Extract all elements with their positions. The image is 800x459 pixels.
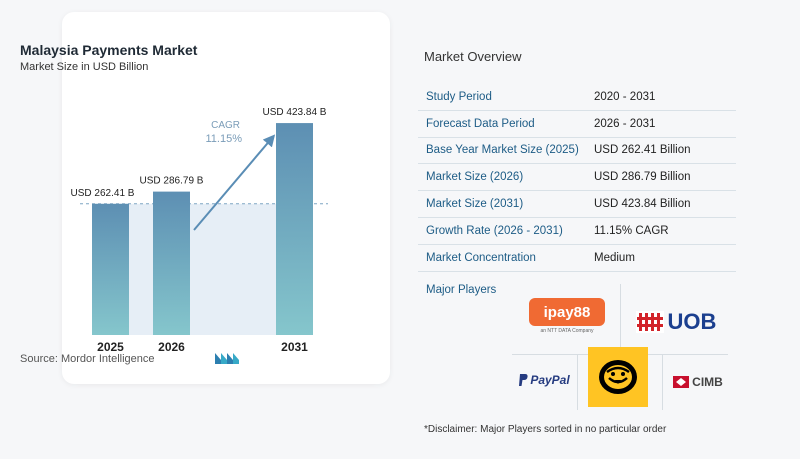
table-row: Study Period 2020 - 2031	[418, 84, 736, 111]
table-row: Market Size (2031) USD 423.84 Billion	[418, 191, 736, 218]
row-value: USD 286.79 Billion	[594, 171, 691, 184]
paypal-wordmark: PayPal	[530, 373, 570, 387]
grid-divider	[577, 354, 578, 410]
uob-wordmark: UOB	[667, 309, 717, 334]
x-tick-label: 2025	[97, 340, 124, 354]
source-note: Source: Mordor Intelligence	[20, 353, 155, 365]
row-key: Market Size (2026)	[426, 171, 524, 184]
row-key: Market Concentration	[426, 251, 536, 264]
paypal-p-icon	[519, 374, 528, 386]
row-value: 2026 - 2031	[594, 117, 656, 130]
bar-chart: USD 262.41 B 2025 USD 286.79 B 2026 USD 423.…	[71, 107, 328, 354]
disclaimer: *Disclaimer: Major Players sorted in no …	[424, 424, 667, 435]
bar-2026	[153, 191, 190, 335]
maybank-logo	[588, 347, 648, 407]
row-value: USD 262.41 Billion	[594, 144, 691, 157]
overview-title: Market Overview	[424, 49, 522, 64]
cimb-chevron-icon	[673, 376, 690, 388]
cagr-arrow	[193, 134, 276, 231]
value-label-2031: USD 423.84 B	[263, 107, 327, 118]
paypal-logo: PayPal	[512, 370, 576, 390]
row-key: Study Period	[426, 90, 492, 103]
table-row: Base Year Market Size (2025) USD 262.41 B…	[418, 138, 736, 165]
row-key: Forecast Data Period	[426, 117, 535, 130]
row-value: USD 423.84 Billion	[594, 198, 691, 211]
ipay88-logo: ipay88 an NTT DATA Company	[528, 296, 606, 336]
tiger-head-icon	[599, 360, 637, 394]
cimb-wordmark: CIMB	[692, 375, 723, 389]
ipay88-tagline: an NTT DATA Company	[540, 328, 594, 334]
grid-divider	[662, 354, 663, 410]
row-value: 2020 - 2031	[594, 90, 656, 103]
row-key: Growth Rate (2026 - 2031)	[426, 224, 563, 237]
ipay88-wordmark: ipay88	[529, 298, 605, 326]
cimb-logo: CIMB	[668, 372, 728, 392]
row-value: 11.15% CAGR	[594, 224, 669, 237]
grid-divider	[620, 284, 621, 354]
table-row: Market Size (2026) USD 286.79 Billion	[418, 164, 736, 192]
row-key: Market Size (2031)	[426, 198, 524, 211]
table-row: Forecast Data Period 2026 - 2031	[418, 111, 736, 138]
chart-subtitle: Market Size in USD Billion	[20, 61, 149, 73]
x-tick-label: 2031	[281, 340, 308, 354]
x-tick-label: 2026	[158, 340, 185, 354]
overview-table: Study Period 2020 - 2031 Forecast Data Pe…	[418, 84, 736, 272]
cagr-value: 11.15%	[206, 133, 243, 145]
chart-title: Malaysia Payments Market	[20, 42, 198, 58]
uob-logo: UOB	[628, 306, 724, 338]
table-row: Growth Rate (2026 - 2031) 11.15% CAGR	[418, 218, 736, 245]
cagr-label: CAGR	[211, 120, 240, 131]
mordor-logo-icon	[215, 353, 239, 364]
uob-emblem-icon	[635, 311, 664, 333]
row-value: Medium	[594, 251, 635, 264]
major-players-title: Major Players	[426, 284, 497, 296]
bar-2031	[276, 123, 313, 335]
bar-2025	[92, 203, 129, 335]
value-label-2025: USD 262.41 B	[71, 188, 135, 199]
row-key: Base Year Market Size (2025)	[426, 144, 579, 157]
table-row: Market Concentration Medium	[418, 245, 736, 272]
value-label-2026: USD 286.79 B	[140, 176, 204, 187]
